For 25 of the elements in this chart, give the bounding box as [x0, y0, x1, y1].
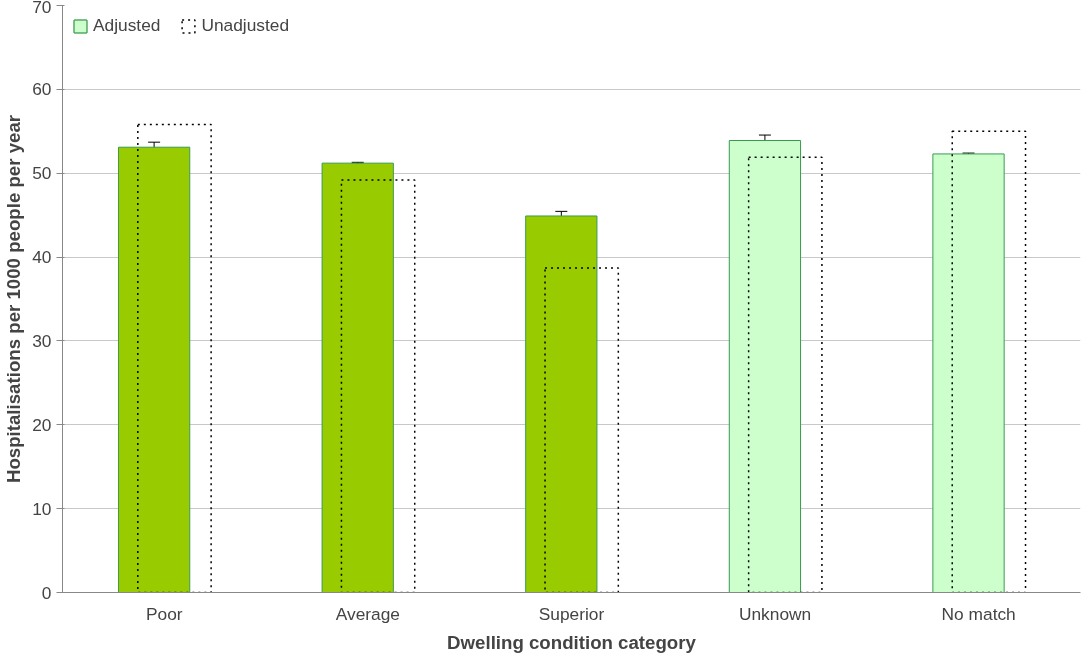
- y-tick-label: 70: [32, 0, 52, 17]
- bar: [117, 146, 191, 593]
- legend-label: Unadjusted: [201, 15, 290, 36]
- legend-label: Adjusted: [93, 15, 161, 36]
- y-tick-label: 10: [32, 498, 52, 519]
- x-tick-label: Average: [335, 603, 401, 624]
- y-tick-label: 50: [32, 163, 52, 184]
- y-tick-label: 0: [41, 582, 52, 603]
- bar: [525, 215, 598, 593]
- bar: [932, 153, 1005, 593]
- x-tick-label: Superior: [538, 603, 605, 624]
- y-tick-label: 30: [32, 330, 52, 351]
- y-axis-title: Hospitalisations per 1000 people per year: [3, 114, 25, 484]
- y-tick-label: 60: [32, 79, 52, 100]
- y-tick-label: 40: [32, 247, 52, 268]
- x-axis-title: Dwelling condition category: [447, 631, 697, 653]
- y-tick-label: 20: [32, 414, 52, 435]
- bar: [747, 156, 823, 593]
- x-tick-label: Unknown: [738, 603, 812, 624]
- bar: [544, 267, 620, 593]
- bar: [728, 140, 802, 593]
- x-tick-label: Poor: [146, 603, 183, 624]
- bar: [321, 162, 394, 593]
- bar: [137, 123, 212, 593]
- x-tick-label: No match: [941, 603, 1016, 624]
